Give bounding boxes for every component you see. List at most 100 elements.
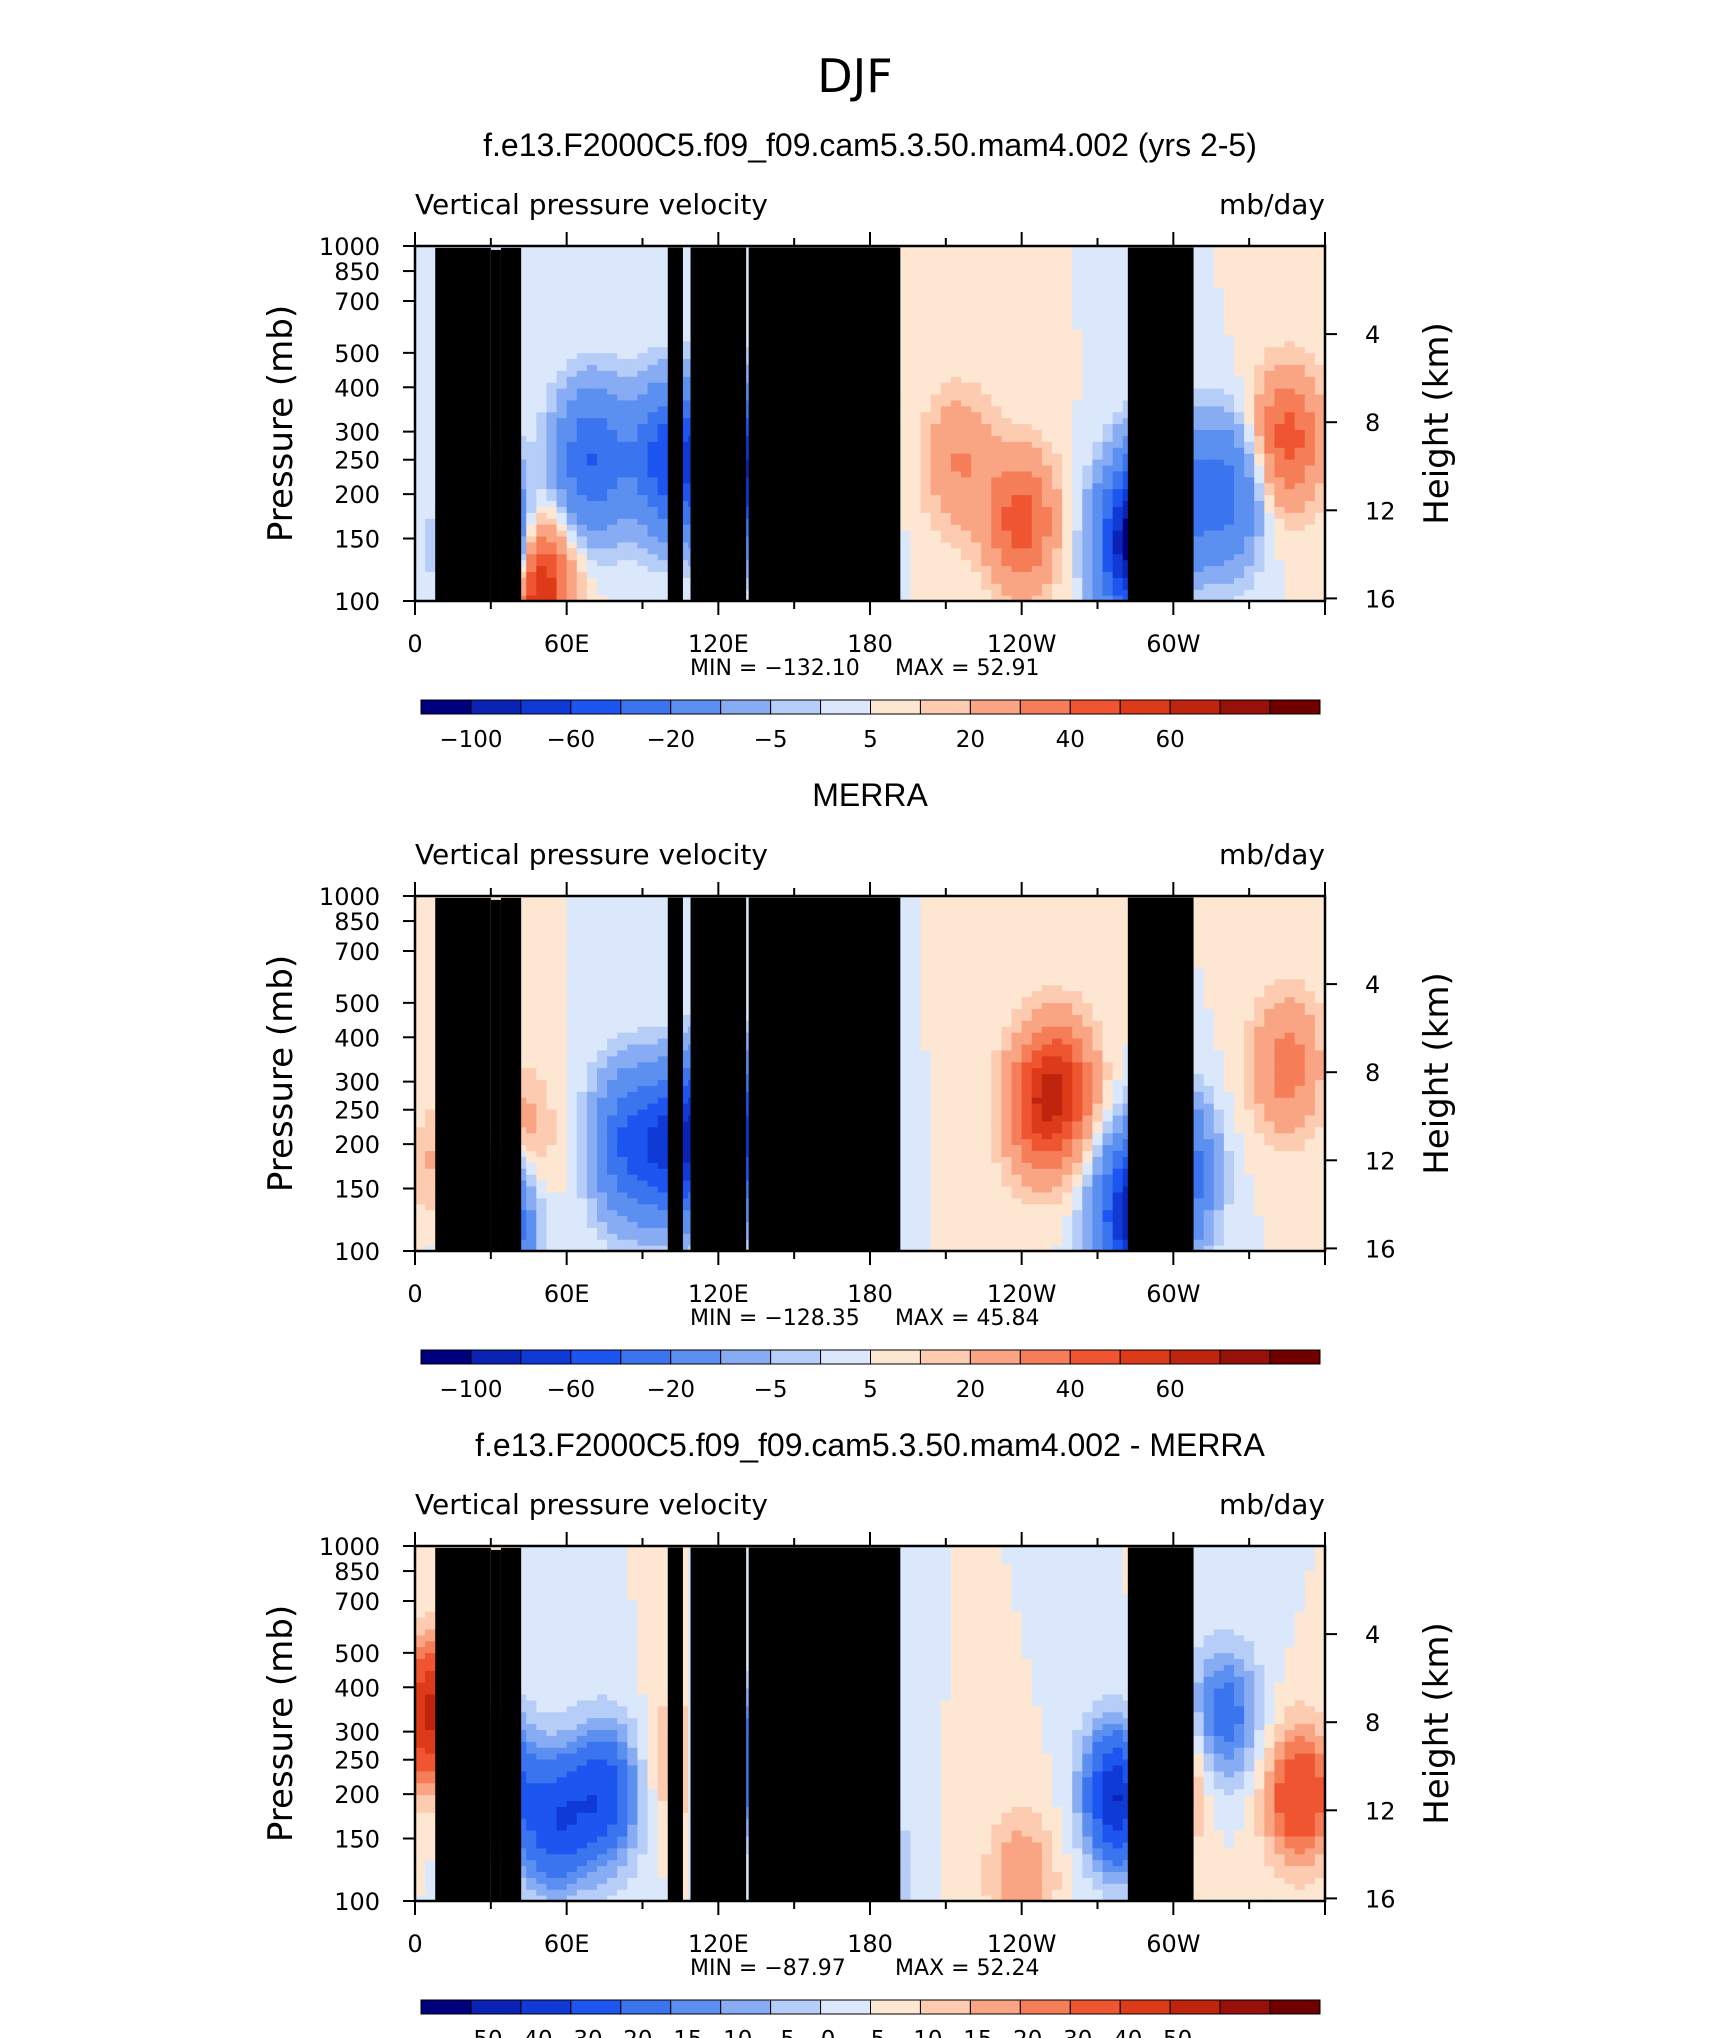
heatmap-cell <box>627 376 639 383</box>
heatmap-cell <box>1244 269 1255 277</box>
heatmap-cell <box>971 577 982 584</box>
heatmap-cell <box>1254 535 1265 543</box>
heatmap-cell <box>961 305 972 312</box>
heatmap-cell <box>657 447 669 454</box>
heatmap-cell <box>627 518 639 525</box>
heatmap-cell <box>566 340 578 348</box>
heatmap-cell <box>920 405 932 413</box>
heatmap-cell <box>607 399 618 407</box>
heatmap-cell <box>1001 530 1013 537</box>
heatmap-cell <box>1223 435 1235 442</box>
heatmap-cell <box>1092 482 1104 490</box>
heatmap-cell <box>1041 263 1053 271</box>
heatmap-cell <box>1021 559 1033 567</box>
heatmap-cell <box>1234 512 1245 519</box>
heatmap-cell <box>647 346 659 354</box>
heatmap-cell <box>991 589 1003 596</box>
heatmap-cell <box>637 334 649 342</box>
heatmap-cell <box>546 565 558 573</box>
heatmap-cell <box>566 512 578 519</box>
heatmap-cell <box>637 470 649 478</box>
heatmap-cell <box>597 382 608 389</box>
heatmap-cell <box>1092 459 1104 466</box>
heatmap-cell <box>1223 399 1235 407</box>
heatmap-cell <box>1062 559 1073 567</box>
heatmap-cell <box>1001 423 1013 431</box>
heatmap-cell <box>647 275 659 283</box>
heatmap-cell <box>1001 595 1013 602</box>
heatmap-cell <box>1203 334 1215 342</box>
heatmap-cell <box>1203 251 1215 259</box>
heatmap-cell <box>536 577 548 584</box>
heatmap-cell <box>1112 388 1124 395</box>
heatmap-cell <box>1082 305 1094 312</box>
heatmap-cell <box>576 251 588 259</box>
heatmap-cell <box>900 595 912 602</box>
heatmap-cell <box>516 583 527 590</box>
heatmap-cell <box>971 322 982 330</box>
heatmap-cell <box>1011 405 1023 413</box>
heatmap-cell <box>1112 559 1124 567</box>
heatmap-cell <box>920 429 932 436</box>
heatmap-cell <box>586 251 598 259</box>
heatmap-cell <box>991 281 1003 289</box>
heatmap-cell <box>1001 287 1013 294</box>
heatmap-cell <box>526 589 537 596</box>
heatmap-cell <box>576 405 588 413</box>
heatmap-cell <box>961 447 972 454</box>
heatmap-cell <box>607 311 618 318</box>
heatmap-cell <box>1244 470 1255 478</box>
heatmap-cell <box>1082 595 1094 602</box>
heatmap-cell <box>536 281 548 289</box>
heatmap-cell <box>1112 589 1124 596</box>
heatmap-cell <box>940 482 952 490</box>
heatmap-cell <box>1203 470 1215 478</box>
heatmap-cell <box>981 299 992 306</box>
heatmap-cell <box>425 453 436 460</box>
heatmap-cell <box>1062 370 1073 377</box>
heatmap-cell <box>920 246 932 253</box>
heatmap-cell <box>1203 494 1215 502</box>
heatmap-cell <box>1052 476 1063 484</box>
heatmap-cell <box>940 453 952 460</box>
heatmap-cell <box>647 541 659 549</box>
heatmap-cell <box>617 251 628 259</box>
heatmap-cell <box>546 251 558 259</box>
heatmap-cell <box>576 470 588 478</box>
heatmap-cell <box>950 311 962 318</box>
heatmap-cell <box>1203 393 1215 401</box>
heatmap-cell <box>930 417 942 425</box>
heatmap-cell <box>900 429 912 436</box>
heatmap-cell <box>961 482 972 490</box>
heatmap-cell <box>576 317 588 324</box>
heatmap-cell <box>950 269 962 277</box>
heatmap-cell <box>920 541 932 549</box>
heatmap-cell <box>1223 346 1235 354</box>
heatmap-cell <box>657 571 669 578</box>
heatmap-cell <box>1102 541 1114 549</box>
heatmap-cell <box>1223 453 1235 460</box>
heatmap-cell <box>1254 559 1265 567</box>
heatmap-cell <box>1223 577 1235 584</box>
heatmap-cell <box>1001 293 1013 300</box>
heatmap-cell <box>930 364 942 371</box>
heatmap-cell <box>647 512 659 519</box>
heatmap-cell <box>961 281 972 289</box>
heatmap-cell <box>1213 595 1225 602</box>
heatmap-cell <box>930 346 942 354</box>
heatmap-cell <box>1213 246 1225 253</box>
heatmap-cell <box>940 388 952 395</box>
heatmap-cell <box>1072 494 1083 502</box>
heatmap-cell <box>556 453 568 460</box>
heatmap-cell <box>940 595 952 602</box>
heatmap-cell <box>1062 482 1073 490</box>
heatmap-cell <box>526 470 537 478</box>
heatmap-cell <box>1244 417 1255 425</box>
heatmap-cell <box>556 494 568 502</box>
heatmap-cell <box>597 328 608 336</box>
heatmap-cell <box>586 595 598 602</box>
heatmap-cell <box>617 287 628 294</box>
heatmap-cell <box>536 269 548 277</box>
heatmap-cell <box>981 447 992 454</box>
heatmap-cell <box>627 488 639 496</box>
